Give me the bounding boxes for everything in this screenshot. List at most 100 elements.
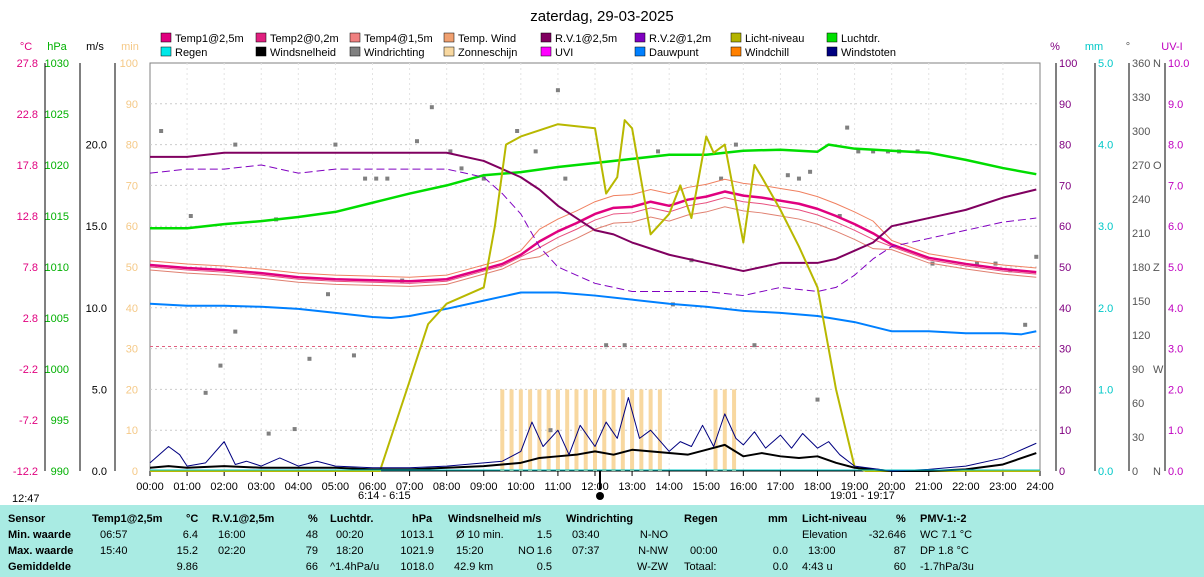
left-axis-tick: 15.0 (86, 221, 107, 233)
left-axis-tick: 1010 (45, 262, 69, 274)
right-axis-title: UV-I (1161, 41, 1182, 53)
direction-max-value: N-NW (638, 545, 668, 557)
right-axis-tick: 5.0 (1098, 58, 1113, 70)
legend-swatch (349, 46, 361, 57)
wind-distance: 42.9 km (454, 561, 494, 573)
left-axis-tick: 30 (126, 344, 138, 356)
x-tick-label: 03:00 (247, 481, 275, 493)
wind-direction-point (233, 142, 238, 147)
summary-header-light: Licht-niveau (802, 513, 867, 525)
right-axis-tick: 5.0 (1168, 262, 1183, 274)
pressure-trend: ^1.4hPa/u (330, 561, 380, 573)
right-axis-tick: 120 (1132, 330, 1150, 342)
legend-swatch (255, 46, 267, 57)
light-elevation-label: Elevation (802, 529, 848, 541)
right-axis-title: ° (1126, 41, 1130, 53)
wind-max-value: 1.6 (536, 545, 552, 557)
series-line-windstoten (149, 397, 1037, 472)
pmv-dewpoint: DP 1.8 °C (920, 545, 969, 557)
wind-direction-point (563, 176, 568, 181)
x-tick-label: 15:00 (692, 481, 720, 493)
left-axis-tick: 40 (126, 303, 138, 315)
right-axis-tick: 2.0 (1168, 384, 1183, 396)
rv-max-value: 79 (305, 545, 318, 557)
summary-header-temp-unit: °C (186, 513, 199, 525)
x-tick-label: 16:00 (730, 481, 758, 493)
right-axis-tick: 60 (1059, 221, 1071, 233)
x-tick-label: 07:00 (396, 481, 424, 493)
wind-direction-point (974, 261, 979, 266)
sunshine-bar (518, 389, 523, 471)
wind-direction-point (837, 214, 842, 218)
sunshine-bar (509, 389, 514, 471)
wind-direction-point (385, 176, 390, 181)
wind-avg-label: Ø 10 min. (456, 529, 504, 541)
sunshine-bar (574, 389, 579, 471)
light-avg-value: 60 (893, 561, 906, 573)
sunset-label: 19:01 - 19:17 (830, 490, 895, 502)
right-axis-tick: 6.0 (1168, 221, 1183, 233)
right-axis-tick: 30 (1059, 344, 1071, 356)
light-duration: 4:43 u (802, 561, 833, 573)
x-tick-label: 08:00 (433, 481, 461, 493)
sunshine-bar (732, 389, 737, 471)
right-axis-tick: 300 (1132, 126, 1150, 138)
direction-avg-value: W-ZW (637, 561, 668, 573)
rv-max-time: 02:20 (218, 545, 246, 557)
direction-min-value: N-NO (639, 529, 668, 541)
wind-direction-point (656, 149, 661, 154)
left-axis-title: min (121, 41, 139, 53)
left-axis-tick: 5.0 (92, 384, 107, 396)
wind-direction-point (1023, 322, 1028, 327)
wind-direction-point (815, 397, 820, 402)
wind-direction-point (515, 129, 520, 133)
wind-direction-point (871, 149, 876, 154)
sunshine-bar (537, 389, 542, 471)
x-tick-label: 13:00 (618, 481, 646, 493)
right-axis-tick: 4.0 (1098, 140, 1113, 152)
pressure-max-value: 1021.9 (400, 545, 434, 557)
rv-avg-value: 66 (305, 561, 318, 573)
legend-swatch (634, 32, 646, 43)
legend-swatch (540, 32, 552, 43)
temp-min-time: 06:57 (100, 529, 128, 541)
series-line-luchtdr- (150, 143, 1037, 230)
summary-header-rv-unit: % (308, 513, 318, 525)
right-axis-tick: 1.0 (1168, 425, 1183, 437)
wind-direction-point (363, 176, 368, 181)
x-tick-label: 21:00 (915, 481, 943, 493)
wind-direction-point (415, 139, 419, 144)
right-axis-tick: 1.0 (1098, 384, 1113, 396)
wind-direction-point (307, 356, 312, 361)
left-axis-tick: 0.0 (92, 466, 107, 478)
compass-label: W (1153, 364, 1164, 376)
wind-direction-point (374, 176, 379, 181)
right-axis-tick: 100 (1059, 58, 1077, 70)
wind-direction-point (326, 292, 330, 297)
legend-swatch (826, 46, 838, 57)
x-tick-label: 22:00 (952, 481, 980, 493)
legend-label: Zonneschijn (458, 47, 517, 59)
right-axis-tick: 80 (1059, 140, 1071, 152)
summary-header-direction: Windrichting (566, 513, 634, 525)
right-axis-tick: 270 (1132, 160, 1150, 172)
summary-label-max: Max. waarde (8, 545, 74, 557)
right-axis-tick: 90 (1132, 364, 1144, 376)
pmv-windchill: WC 7.1 °C (920, 529, 973, 541)
summary-header-pressure-unit: hPa (412, 513, 433, 525)
right-axis-tick: 3.0 (1168, 344, 1183, 356)
temp-max-value: 15.2 (176, 545, 198, 557)
light-max-time: 13:00 (808, 545, 836, 557)
legend-swatch (443, 46, 455, 57)
summary-header-rain-unit: mm (768, 513, 788, 525)
wind-direction-point (733, 142, 738, 147)
right-axis-tick: 30 (1132, 432, 1144, 444)
right-axis-tick: 210 (1132, 228, 1150, 240)
sunshine-bar (713, 389, 718, 471)
left-axis-tick: 70 (126, 180, 138, 192)
sunshine-bar (593, 389, 597, 471)
left-axis-tick: 90 (126, 99, 138, 111)
left-axis-tick: 12.8 (17, 211, 38, 223)
right-axis-tick: 150 (1132, 296, 1150, 308)
wind-mean-value: 0.5 (536, 561, 552, 573)
